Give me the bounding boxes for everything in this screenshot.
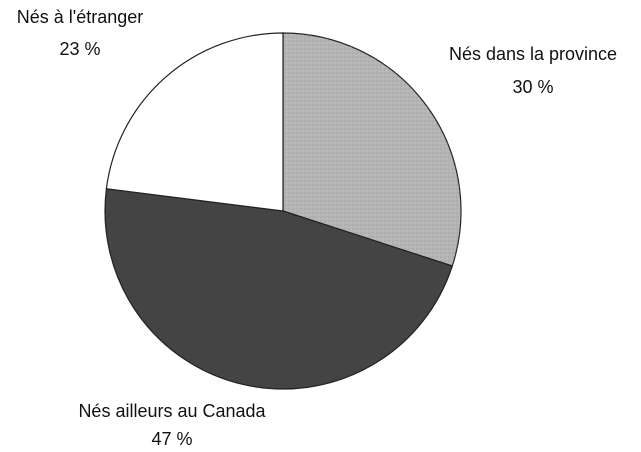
slice-texture <box>283 33 461 267</box>
slice-value-label: 30 % <box>512 77 553 97</box>
slice-label: Nés à l'étranger <box>17 7 144 27</box>
slice-value-label: 23 % <box>59 39 100 59</box>
pie-slice <box>104 188 454 390</box>
slice-label: Nés dans la province <box>449 44 617 64</box>
pie-slice <box>105 32 284 212</box>
slice-label: Nés ailleurs au Canada <box>78 401 266 421</box>
slice-value-label: 47 % <box>151 429 192 449</box>
